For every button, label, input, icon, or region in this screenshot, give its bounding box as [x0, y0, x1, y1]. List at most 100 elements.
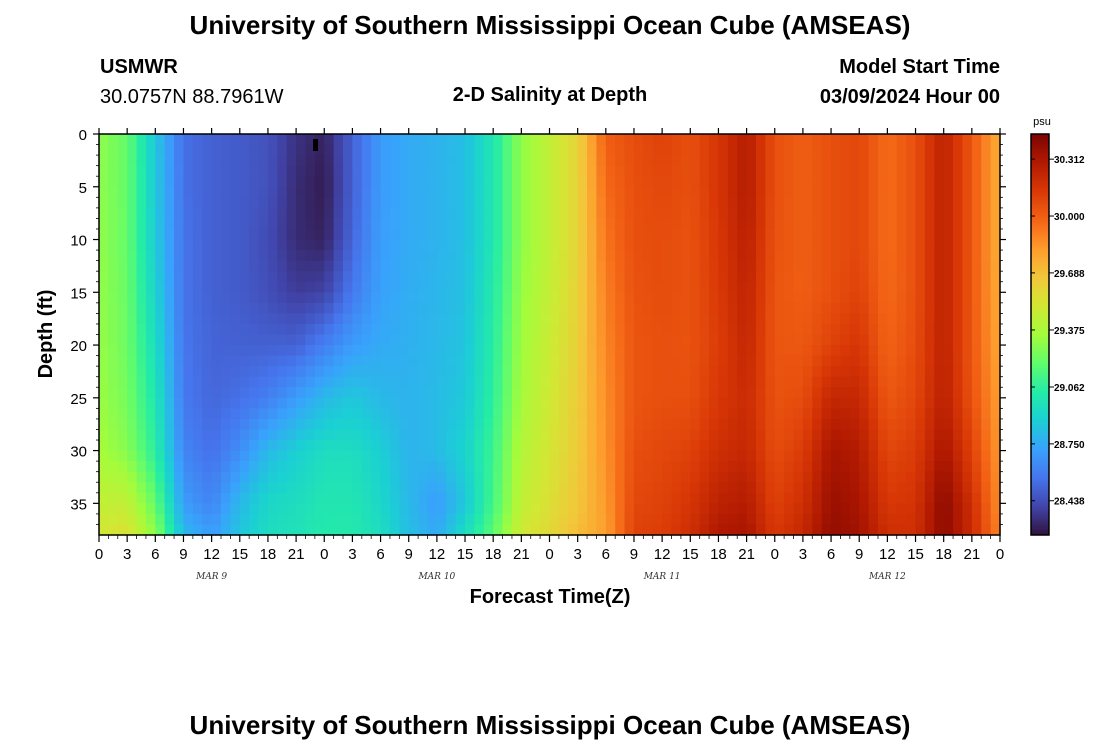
- heatmap-cell: [953, 239, 964, 251]
- heatmap-cell: [709, 461, 720, 473]
- heatmap-cell: [465, 218, 476, 230]
- heatmap-cell: [727, 397, 738, 409]
- heatmap-cell: [652, 165, 663, 177]
- heatmap-cell: [746, 207, 757, 220]
- heatmap-cell: [99, 408, 109, 420]
- heatmap-cell: [605, 218, 616, 230]
- heatmap-cell: [840, 471, 851, 483]
- heatmap-cell: [296, 134, 307, 146]
- heatmap-cell: [221, 134, 231, 146]
- heatmap-cell: [821, 302, 832, 314]
- heatmap-cell: [793, 155, 804, 167]
- heatmap-cell: [859, 218, 870, 230]
- heatmap-cell: [343, 482, 354, 494]
- heatmap-cell: [267, 228, 278, 241]
- heatmap-cell: [943, 492, 954, 504]
- heatmap-cell: [962, 355, 973, 367]
- heatmap-cell: [127, 461, 138, 473]
- heatmap-cell: [877, 134, 888, 146]
- heatmap-cell: [127, 440, 138, 452]
- heatmap-cell: [192, 440, 203, 452]
- heatmap-cell: [117, 260, 128, 272]
- heatmap-cell: [709, 218, 720, 230]
- heatmap-cell: [943, 524, 954, 536]
- heatmap-cell: [615, 492, 626, 504]
- heatmap-cell: [361, 260, 372, 272]
- heatmap-cell: [765, 397, 776, 409]
- heatmap-cell: [427, 387, 438, 399]
- heatmap-cell: [361, 302, 372, 314]
- heatmap-cell: [587, 313, 598, 325]
- heatmap-cell: [699, 250, 710, 262]
- heatmap-cell: [202, 313, 213, 325]
- heatmap-cell: [493, 218, 504, 230]
- heatmap-cell: [587, 281, 598, 293]
- heatmap-cell: [164, 503, 175, 515]
- heatmap-cell: [962, 155, 973, 167]
- heatmap-cell: [859, 260, 870, 272]
- heatmap-cell: [286, 313, 297, 325]
- heatmap-cell: [699, 207, 710, 220]
- heatmap-cell: [953, 345, 964, 357]
- heatmap-cell: [521, 397, 532, 409]
- heatmap-cell: [568, 165, 579, 177]
- heatmap-cell: [746, 302, 757, 314]
- heatmap-cell: [821, 228, 832, 241]
- heatmap-cell: [896, 408, 907, 420]
- heatmap-cell: [230, 471, 241, 483]
- heatmap-cell: [211, 440, 222, 452]
- heatmap-cell: [183, 260, 194, 272]
- heatmap-cell: [258, 492, 269, 504]
- heatmap-cell: [577, 207, 588, 220]
- heatmap-cell: [718, 450, 729, 462]
- heatmap-cell: [296, 313, 307, 325]
- heatmap-cell: [427, 302, 438, 314]
- heatmap-cell: [521, 207, 532, 220]
- heatmap-cell: [877, 503, 888, 515]
- heatmap-cell: [971, 376, 982, 388]
- heatmap-cell: [211, 429, 222, 441]
- heatmap-cell: [455, 450, 466, 462]
- heatmap-cell: [249, 302, 260, 314]
- heatmap-cell: [727, 271, 738, 283]
- heatmap-cell: [558, 440, 569, 452]
- heatmap-cell: [962, 165, 973, 177]
- heatmap-cell: [145, 418, 156, 431]
- heatmap-cell: [408, 418, 419, 431]
- heatmap-cell: [427, 408, 438, 420]
- heatmap-cell: [540, 513, 551, 526]
- heatmap-cell: [906, 260, 917, 272]
- heatmap-cell: [202, 503, 213, 515]
- heatmap-cell: [662, 207, 673, 220]
- heatmap-cell: [671, 218, 682, 230]
- heatmap-cell: [446, 323, 457, 336]
- heatmap-cell: [446, 440, 457, 452]
- heatmap-cell: [521, 313, 532, 325]
- heatmap-cell: [249, 292, 260, 304]
- heatmap-cell: [924, 418, 935, 431]
- model-start-value: 03/09/2024 Hour 00: [819, 86, 1000, 108]
- heatmap-cell: [352, 461, 363, 473]
- heatmap-cell: [277, 218, 288, 230]
- heatmap-cell: [981, 144, 992, 156]
- heatmap-cell: [296, 186, 307, 198]
- heatmap-cell: [371, 323, 382, 336]
- heatmap-cell: [605, 334, 616, 346]
- heatmap-cell: [671, 471, 682, 483]
- heatmap-cell: [108, 334, 119, 346]
- heatmap-cell: [990, 345, 1001, 357]
- heatmap-cell: [831, 366, 842, 378]
- heatmap-cell: [465, 165, 476, 177]
- heatmap-cell: [971, 281, 982, 293]
- heatmap-cell: [709, 345, 720, 357]
- heatmap-cell: [343, 228, 354, 241]
- heatmap-cell: [615, 387, 626, 399]
- heatmap-cell: [671, 165, 682, 177]
- heatmap-cell: [521, 345, 532, 357]
- heatmap-cell: [333, 418, 344, 431]
- heatmap-cell: [296, 408, 307, 420]
- heatmap-cell: [887, 429, 898, 441]
- heatmap-cell: [915, 366, 926, 378]
- heatmap-cell: [859, 176, 870, 188]
